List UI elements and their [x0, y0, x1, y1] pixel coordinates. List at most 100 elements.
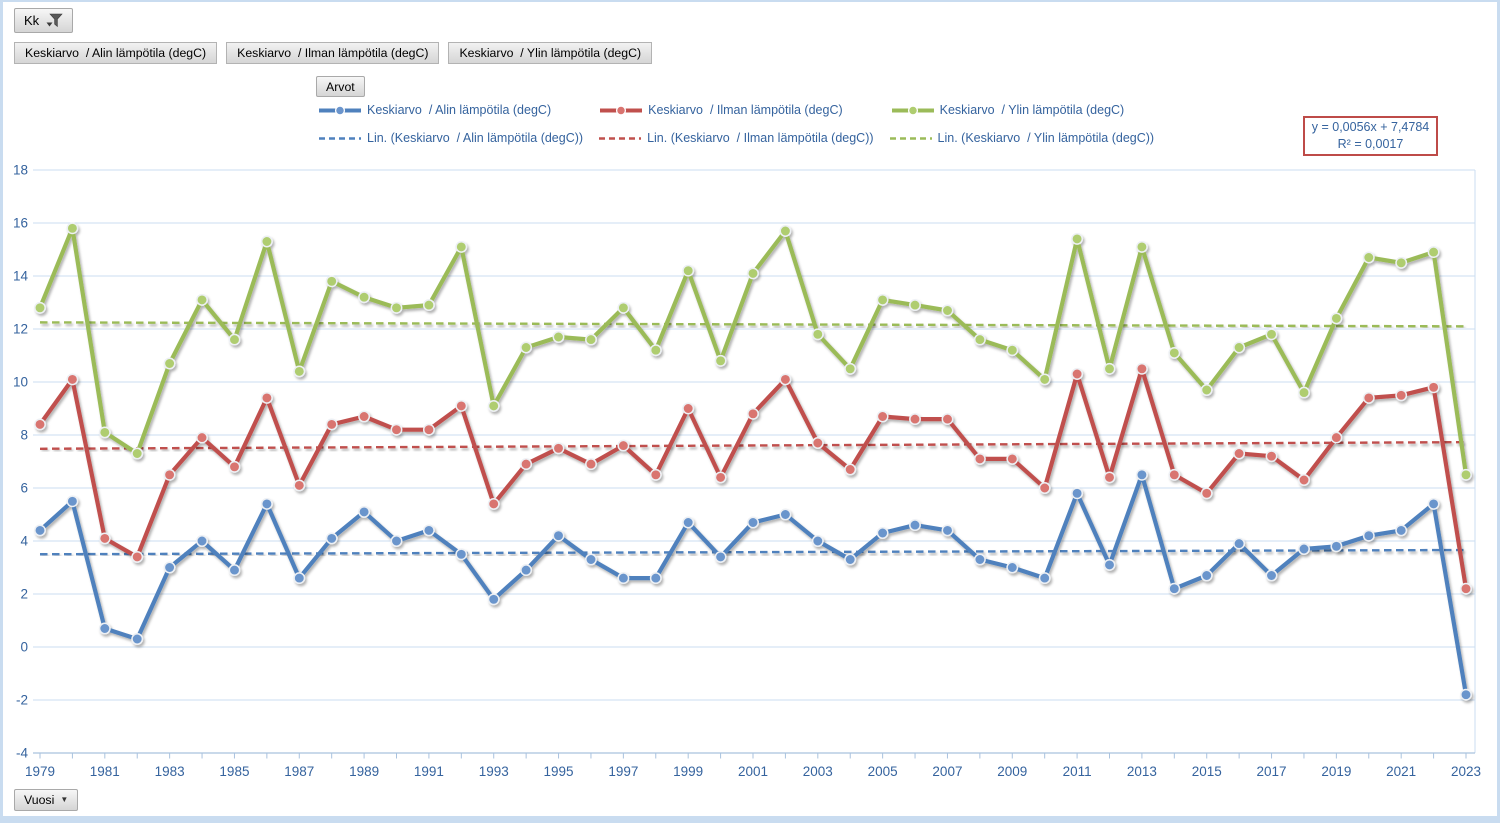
data-point-ylin-1987[interactable]: [293, 365, 306, 378]
data-point-ylin-2008[interactable]: [973, 333, 986, 346]
data-point-ilman-2023[interactable]: [1460, 582, 1472, 595]
data-point-ylin-2003[interactable]: [811, 328, 824, 341]
data-point-ilman-2000[interactable]: [714, 471, 727, 484]
data-point-ilman-1979[interactable]: [34, 418, 46, 431]
data-point-alin-1982[interactable]: [131, 633, 144, 645]
data-point-ilman-2020[interactable]: [1362, 391, 1375, 404]
data-point-ilman-1997[interactable]: [617, 439, 630, 452]
data-point-ylin-1989[interactable]: [358, 291, 371, 304]
data-point-ylin-2019[interactable]: [1330, 312, 1343, 325]
data-point-alin-1992[interactable]: [455, 548, 468, 561]
data-point-ylin-1990[interactable]: [390, 301, 403, 314]
data-point-alin-2023[interactable]: [1460, 688, 1472, 701]
data-point-ilman-1980[interactable]: [66, 373, 79, 386]
data-point-ylin-2011[interactable]: [1071, 232, 1084, 245]
data-point-ylin-2022[interactable]: [1427, 246, 1440, 259]
data-point-ilman-2003[interactable]: [811, 437, 824, 449]
data-point-ylin-2014[interactable]: [1168, 346, 1181, 359]
data-point-ylin-1998[interactable]: [649, 344, 662, 357]
data-point-alin-1990[interactable]: [390, 535, 403, 547]
data-point-alin-1997[interactable]: [617, 572, 630, 585]
data-point-ilman-2004[interactable]: [844, 463, 857, 476]
trendline-ylin[interactable]: [39, 321, 1467, 328]
data-point-alin-2017[interactable]: [1265, 569, 1278, 582]
series-line-ylin[interactable]: [37, 226, 1469, 477]
data-point-ylin-2002[interactable]: [779, 225, 792, 237]
data-point-alin-2022[interactable]: [1427, 497, 1440, 510]
data-point-alin-1987[interactable]: [293, 572, 306, 585]
legend-item-trend-ilman[interactable]: Lin. (Keskiarvo / Ilman lämpötila (degC)…: [598, 131, 874, 145]
data-point-alin-1986[interactable]: [260, 497, 273, 510]
data-point-ilman-1982[interactable]: [131, 550, 144, 563]
data-point-alin-2015[interactable]: [1200, 569, 1213, 582]
data-point-ilman-2005[interactable]: [876, 410, 889, 423]
data-point-ilman-1990[interactable]: [390, 423, 403, 436]
data-point-alin-1996[interactable]: [585, 553, 597, 566]
data-point-ilman-1991[interactable]: [422, 423, 435, 436]
data-point-ylin-1983[interactable]: [163, 357, 176, 370]
data-point-ilman-2010[interactable]: [1038, 482, 1051, 494]
data-point-ylin-1993[interactable]: [487, 399, 500, 412]
axis-field-button-vuosi[interactable]: Vuosi ▼: [14, 789, 79, 811]
data-point-alin-2013[interactable]: [1135, 468, 1148, 481]
value-field-button-0[interactable]: Keskiarvo / Alin lämpötila (degC): [14, 42, 218, 64]
data-point-ilman-1999[interactable]: [682, 402, 695, 415]
data-point-alin-2018[interactable]: [1298, 543, 1310, 555]
data-point-alin-1981[interactable]: [98, 622, 111, 635]
series-ilman[interactable]: [34, 362, 1472, 595]
data-point-ylin-1985[interactable]: [228, 333, 241, 346]
data-point-ilman-1987[interactable]: [293, 479, 306, 492]
data-point-ilman-1989[interactable]: [358, 410, 371, 423]
data-point-ilman-1992[interactable]: [455, 399, 468, 412]
data-point-ylin-2000[interactable]: [714, 354, 727, 367]
data-point-alin-2011[interactable]: [1071, 487, 1084, 500]
data-point-ilman-1996[interactable]: [585, 458, 597, 471]
data-point-ylin-2017[interactable]: [1265, 328, 1278, 341]
data-point-alin-2019[interactable]: [1330, 540, 1343, 553]
data-point-alin-2005[interactable]: [876, 527, 889, 539]
data-point-ilman-1985[interactable]: [228, 460, 241, 473]
data-point-ilman-2016[interactable]: [1233, 447, 1246, 460]
legend-item-alin[interactable]: Keskiarvo / Alin lämpötila (degC): [318, 103, 551, 117]
data-point-alin-1988[interactable]: [325, 532, 338, 545]
series-line-alin[interactable]: [37, 472, 1469, 697]
data-point-ilman-1983[interactable]: [163, 468, 176, 481]
data-point-ylin-2021[interactable]: [1395, 256, 1408, 269]
data-point-ylin-1979[interactable]: [34, 301, 46, 314]
data-point-ilman-2013[interactable]: [1135, 362, 1148, 375]
data-point-alin-1989[interactable]: [358, 505, 371, 518]
data-point-ilman-2009[interactable]: [1006, 452, 1019, 465]
legend-item-trend-ylin[interactable]: Lin. (Keskiarvo / Ylin lämpötila (degC)): [889, 131, 1154, 145]
data-point-ilman-1984[interactable]: [196, 431, 208, 444]
legend-item-ylin[interactable]: Keskiarvo / Ylin lämpötila (degC): [891, 103, 1124, 117]
data-point-alin-2021[interactable]: [1395, 524, 1408, 537]
data-point-ilman-2007[interactable]: [941, 413, 954, 426]
data-point-ilman-1994[interactable]: [520, 458, 533, 471]
value-field-button-1[interactable]: Keskiarvo / Ilman lämpötila (degC): [226, 42, 440, 64]
data-point-ylin-2020[interactable]: [1362, 251, 1375, 264]
values-field-button[interactable]: Arvot: [316, 76, 365, 97]
trendline-equation-box[interactable]: y = 0,0056x + 7,4784 R² = 0,0017: [1303, 116, 1438, 156]
data-point-ilman-2015[interactable]: [1200, 487, 1213, 500]
data-point-alin-1983[interactable]: [163, 561, 176, 574]
data-point-ilman-2022[interactable]: [1427, 381, 1440, 394]
data-point-alin-2010[interactable]: [1038, 572, 1051, 585]
data-point-alin-1995[interactable]: [552, 529, 565, 542]
data-point-ilman-2008[interactable]: [973, 452, 986, 465]
legend-item-ilman[interactable]: Keskiarvo / Ilman lämpötila (degC): [599, 103, 843, 117]
data-point-ylin-2016[interactable]: [1233, 341, 1246, 354]
data-point-ilman-2014[interactable]: [1168, 468, 1181, 481]
data-point-ylin-1981[interactable]: [98, 426, 111, 439]
data-point-ylin-2013[interactable]: [1135, 240, 1148, 253]
data-point-ylin-1984[interactable]: [196, 293, 208, 306]
value-field-button-2[interactable]: Keskiarvo / Ylin lämpötila (degC): [448, 42, 653, 64]
data-point-ylin-2015[interactable]: [1200, 384, 1213, 396]
data-point-ilman-2019[interactable]: [1330, 431, 1343, 444]
data-point-ylin-1994[interactable]: [520, 341, 533, 354]
data-point-ilman-2011[interactable]: [1071, 368, 1084, 380]
data-point-ylin-1992[interactable]: [455, 240, 468, 253]
data-point-ylin-1982[interactable]: [131, 447, 144, 460]
data-point-alin-1998[interactable]: [649, 572, 662, 585]
trendline-alin[interactable]: [39, 548, 1467, 556]
data-point-ilman-2001[interactable]: [747, 407, 759, 420]
